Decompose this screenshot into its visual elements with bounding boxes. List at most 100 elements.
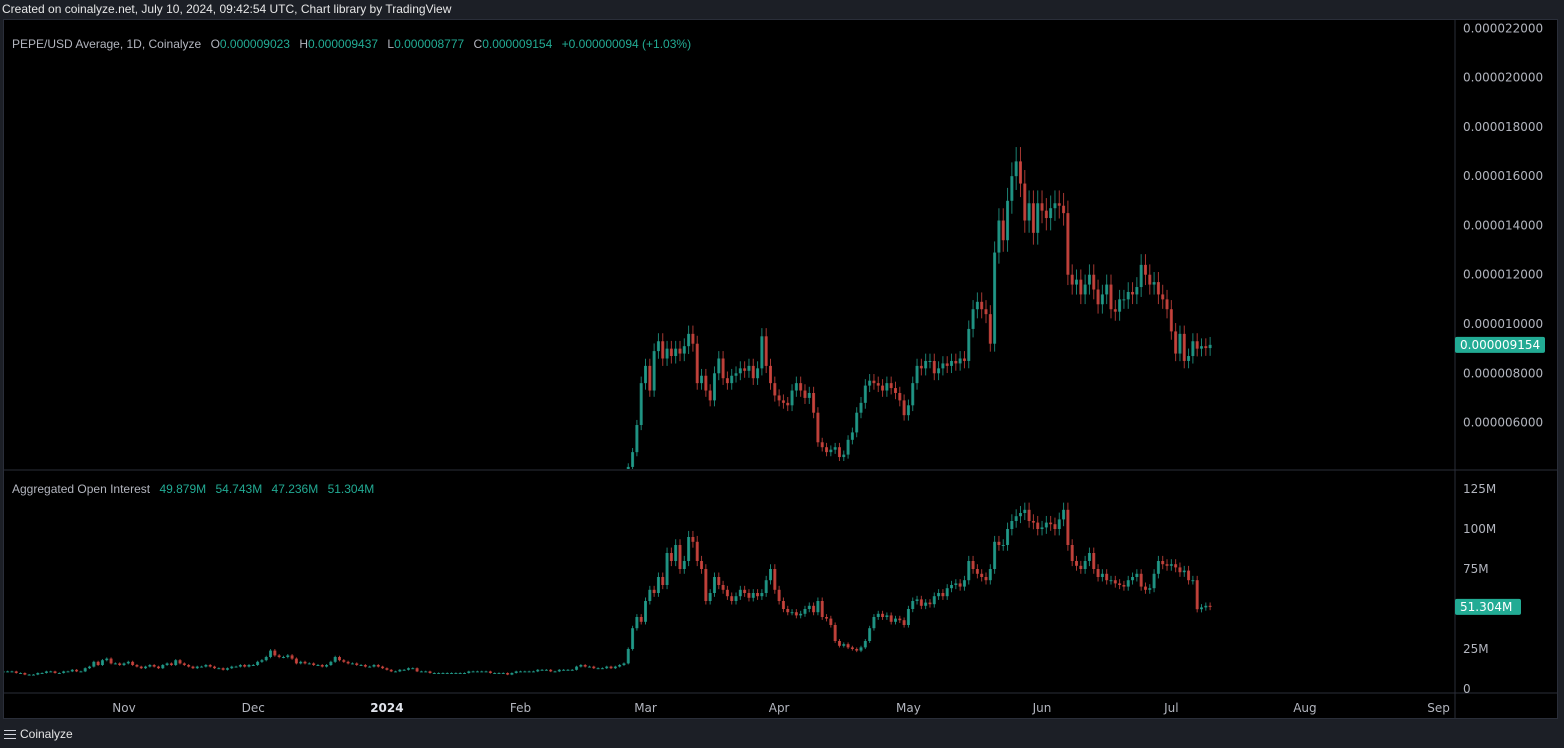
candle-body <box>682 561 686 569</box>
candle-body <box>820 442 824 448</box>
candle-body <box>1049 208 1053 219</box>
candle-body <box>691 537 695 542</box>
candle-body <box>62 671 66 673</box>
candle-body <box>730 375 734 384</box>
candle-body <box>1083 284 1087 295</box>
candle-body <box>1001 545 1005 546</box>
candle-body <box>329 661 333 665</box>
candle-body <box>251 665 255 666</box>
candle-body <box>911 601 915 609</box>
candle-body <box>118 663 122 665</box>
candle-body <box>652 351 656 391</box>
symbol-title[interactable]: PEPE/USD Average, 1D, Coinalyze <box>12 37 202 51</box>
low-label: L <box>387 37 395 51</box>
candle-body <box>1053 524 1057 529</box>
candle-body <box>868 628 872 641</box>
candle-body <box>458 673 462 674</box>
x-tick-label: Feb <box>510 701 531 715</box>
candle-body <box>790 612 794 614</box>
candle-body <box>557 669 561 672</box>
candle-body <box>1040 203 1044 211</box>
candle-body <box>1096 289 1100 305</box>
candle-body <box>950 360 954 366</box>
candle-body <box>915 365 919 384</box>
candle-body <box>247 665 251 667</box>
candle-body <box>872 380 876 384</box>
candle-body <box>1031 203 1035 233</box>
candle-body <box>1126 580 1130 587</box>
candle-body <box>846 644 850 648</box>
candle-body <box>1135 287 1139 295</box>
candle-body <box>523 671 527 673</box>
candle-body <box>355 663 359 665</box>
candle-body <box>510 673 514 675</box>
y-tick-label: 125M <box>1463 482 1496 496</box>
brand-label[interactable]: Coinalyze <box>20 727 73 741</box>
chart-canvas[interactable]: 0.000022000 0.000020000 0.000018000 0.00001… <box>4 20 1557 718</box>
price-legend: PEPE/USD Average, 1D, Coinalyze O0.00000… <box>12 37 691 51</box>
candle-body <box>4 671 5 673</box>
candle-body <box>527 671 531 673</box>
candle-body <box>842 644 846 646</box>
candle-body <box>1139 573 1143 587</box>
last-value-label: 0.000009154 <box>1460 338 1540 352</box>
candle-body <box>1122 299 1126 301</box>
candle-body <box>734 373 738 376</box>
y-tick-label: 75M <box>1463 562 1489 576</box>
candle-body <box>506 673 510 675</box>
x-tick-label: Nov <box>112 701 135 715</box>
credit-bar: Created on coinalyze.net, July 10, 2024,… <box>0 0 1564 19</box>
candle-body <box>1070 545 1074 561</box>
candle-body <box>109 658 113 664</box>
candle-body <box>687 333 691 347</box>
candle-body <box>1161 294 1165 300</box>
candle-body <box>1187 356 1191 361</box>
footer-bar: Coinalyze <box>0 720 1564 748</box>
candle-body <box>781 601 785 609</box>
candle-body <box>687 537 691 561</box>
chart-area[interactable]: 0.000022000 0.000020000 0.000018000 0.00001… <box>3 19 1558 719</box>
candle-body <box>1169 564 1173 566</box>
candle-body <box>1122 585 1126 587</box>
candle-body <box>57 673 61 674</box>
candle-body <box>570 669 574 671</box>
candle-body <box>1062 509 1066 520</box>
candle-body <box>885 383 889 391</box>
candle-body <box>501 673 505 674</box>
candle-body <box>1204 605 1208 608</box>
candle-body <box>695 343 699 384</box>
candle-body <box>773 569 777 590</box>
y-tick-label: 0.000022000 <box>1463 21 1543 35</box>
candle-body <box>980 301 984 310</box>
candle-body <box>411 668 415 670</box>
high-value: 0.000009437 <box>308 37 379 51</box>
candle-body <box>294 658 298 664</box>
x-tick-label: Jul <box>1163 701 1178 715</box>
candle-body <box>704 569 708 601</box>
oi-title[interactable]: Aggregated Open Interest <box>12 482 151 496</box>
candle-body <box>902 620 906 625</box>
candle-body <box>988 314 992 344</box>
candle-body <box>1200 346 1203 349</box>
candle-body <box>803 609 807 614</box>
candle-body <box>200 666 204 668</box>
candle-body <box>191 666 195 669</box>
close-label: C <box>473 37 483 51</box>
candle-body <box>756 593 760 597</box>
candle-body <box>1079 565 1083 569</box>
candle-body <box>394 671 398 673</box>
candle-body <box>717 358 721 374</box>
hamburger-menu-icon[interactable] <box>4 730 16 739</box>
candle-body <box>346 661 350 664</box>
candle-body <box>1087 553 1091 561</box>
candle-body <box>217 668 221 670</box>
candle-body <box>1010 176 1014 201</box>
candle-body <box>807 605 811 609</box>
candle-body <box>363 665 367 667</box>
candle-body <box>419 671 423 673</box>
candle-body <box>893 618 897 622</box>
candle-body <box>1109 580 1113 582</box>
candle-body <box>941 593 945 597</box>
oi-open: 49.879M <box>159 482 207 496</box>
candle-body <box>437 673 441 674</box>
